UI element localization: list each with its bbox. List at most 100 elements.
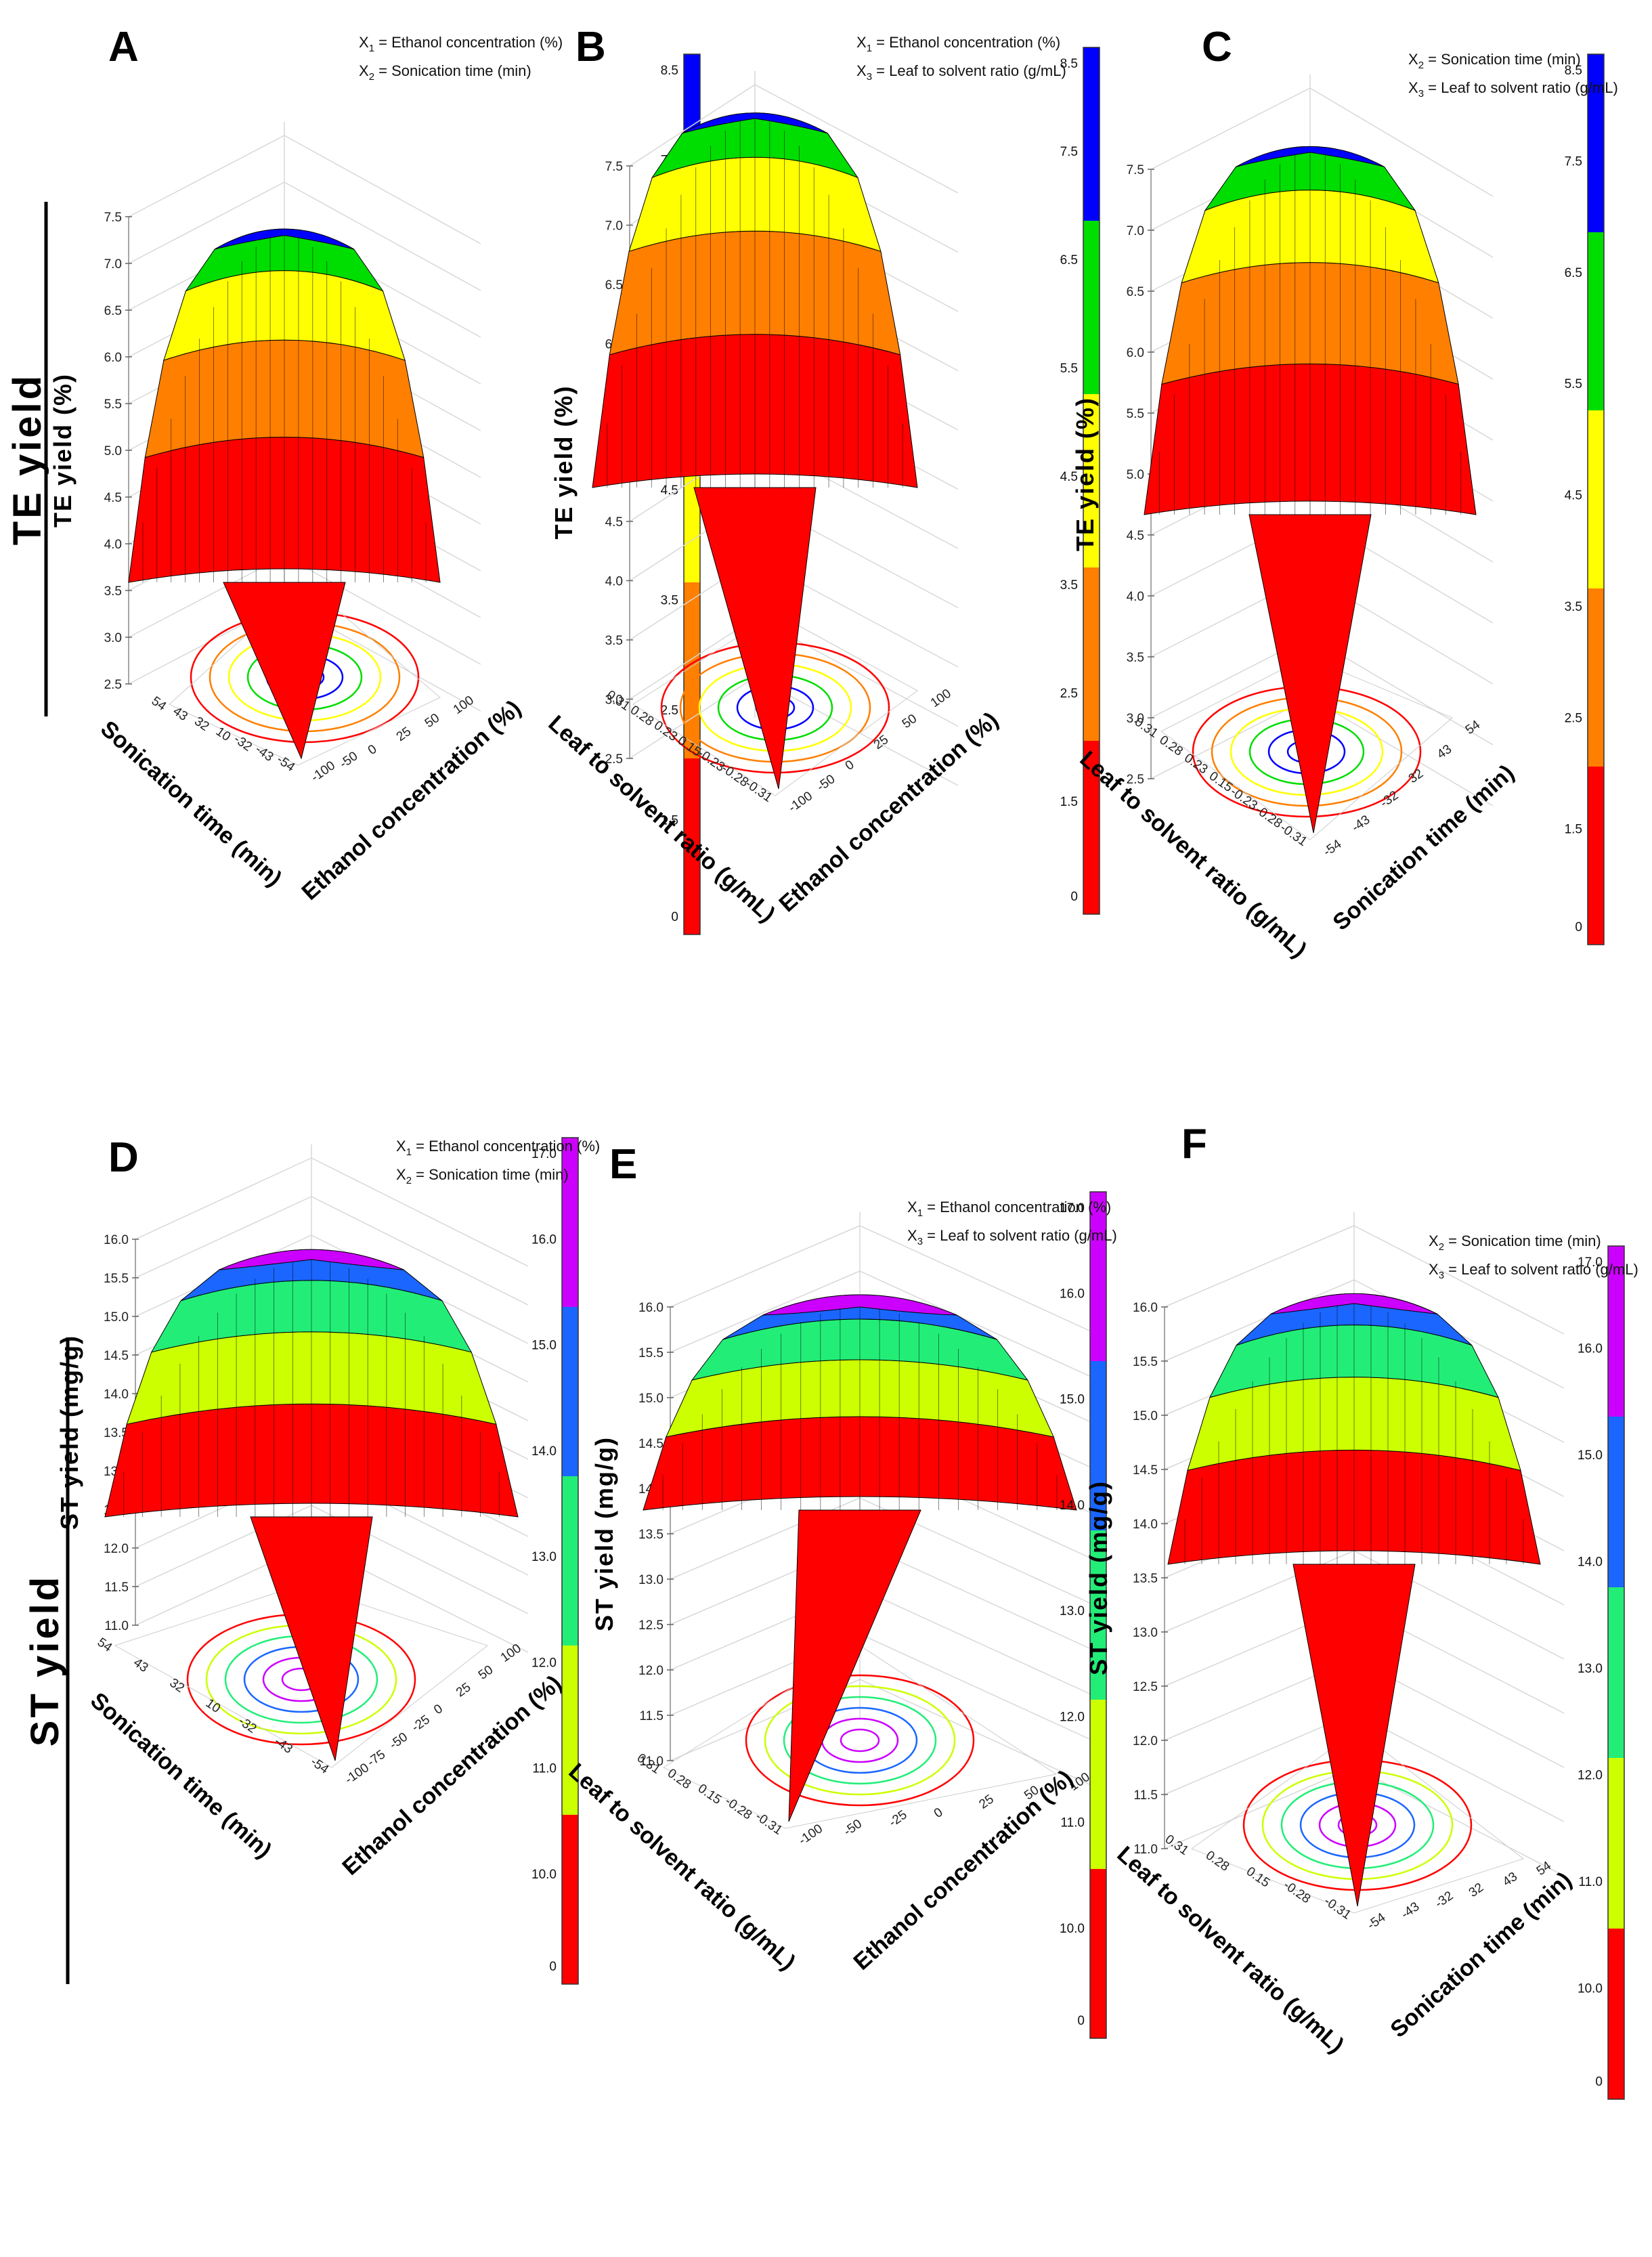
y-tick-label: 4.0 (1127, 590, 1144, 604)
y-tick-label: 15.0 (1133, 1409, 1158, 1423)
legend-entry: X2 = Sonication time (min) (359, 62, 531, 83)
z-tick-label: 32 (192, 714, 211, 734)
y-tick-label: 13.5 (1133, 1572, 1158, 1586)
z-tick-label: -0.31 (1278, 821, 1310, 849)
x-tick-label: 25 (394, 725, 414, 744)
colorbar-segment (1608, 1587, 1624, 1758)
colorbar-tick-label: 0 (1595, 2075, 1603, 2089)
colorbar-tick-label: 11.0 (532, 1762, 557, 1776)
y-tick-label: 4.0 (605, 575, 623, 589)
panel-label: B (575, 24, 606, 70)
floor-plane (1190, 1729, 1525, 1914)
x-axis-title: Ethanol concentration (%) (848, 1765, 1077, 1975)
y-tick-label: 5.0 (104, 444, 122, 458)
colorbar-tick-label: 3.5 (1565, 600, 1582, 614)
y-tick-label: 6.0 (104, 351, 122, 365)
colorbar-tick-label: 7.5 (1565, 154, 1582, 169)
colorbar-tick-label: 0 (1077, 2014, 1085, 2028)
colorbar-segment (1608, 1246, 1624, 1417)
y-tick-label: 11.5 (104, 1581, 129, 1595)
row-title-st: ST yield (23, 1574, 67, 1746)
variable-legend: X2 = Sonication time (min) X3 = Leaf to s… (1429, 1232, 1638, 1281)
x-tick-label: 0 (932, 1805, 946, 1821)
x-tick-label: 32 (1406, 767, 1426, 786)
x-axis-title: Ethanol concentration (%) (297, 695, 525, 905)
colorbar-segment (1090, 1192, 1106, 1361)
colorbar-segment (1083, 741, 1100, 914)
colorbar-segment (1588, 232, 1604, 410)
x-axis-title: Sonication time (min) (1328, 760, 1519, 936)
x-tick-label: 25 (976, 1792, 996, 1811)
z-tick-label: 10 (213, 725, 233, 744)
x-tick-label: 25 (454, 1680, 473, 1700)
y-tick-label: 16.0 (638, 1301, 664, 1315)
z-tick-label: 54 (95, 1635, 115, 1656)
x-tick-label: -50 (387, 1730, 411, 1753)
y-tick-label: 12.0 (638, 1664, 664, 1678)
y-tick-label: 14.5 (638, 1437, 664, 1451)
colorbar-tick-label: 11.0 (1060, 1816, 1085, 1830)
colorbar-tick-label: 1.5 (661, 814, 678, 828)
colorbar-segment (1588, 410, 1604, 588)
colorbar-segment (562, 1815, 578, 1984)
z-tick-label: 43 (131, 1656, 150, 1675)
x-tick-label: -54 (1321, 837, 1345, 859)
y-tick-label: 12.0 (1133, 1734, 1158, 1748)
colorbar-segment (1090, 1869, 1106, 2038)
surface-band (682, 112, 828, 134)
colorbar-tick-label: 13.0 (1578, 1662, 1603, 1676)
legend-entry: X1 = Ethanol concentration (%) (359, 34, 563, 54)
variable-legend: X2 = Sonication time (min) X3 = Leaf to s… (1408, 51, 1618, 100)
y-tick-label: 13.5 (104, 1426, 129, 1440)
x-tick-label: 50 (900, 712, 919, 731)
colorbar-tick-label: 3.5 (1060, 578, 1078, 593)
z-tick-label: 0.15 (1244, 1864, 1272, 1890)
colorbar-tick-label: 14.0 (1578, 1555, 1603, 1570)
y-tick-label: 11.5 (1133, 1788, 1158, 1803)
colorbar-tick-label: 0 (671, 910, 678, 924)
colorbar-tick-label: 15.0 (1578, 1448, 1603, 1463)
x-tick-label: -75 (365, 1747, 389, 1769)
x-tick-label: -100 (786, 789, 815, 815)
y-tick-label: 4.0 (104, 538, 122, 552)
response-surface (1167, 1293, 1541, 1907)
y-tick-label: 15.5 (104, 1272, 129, 1286)
colorbar-tick-label: 4.5 (661, 483, 678, 498)
surface-front-spike (788, 1509, 921, 1822)
colorbar-tick-label: 6.5 (1060, 253, 1078, 267)
colorbar-tick-label: 14.0 (1060, 1499, 1085, 1513)
colorbar-tick-label: 8.5 (1060, 57, 1078, 71)
y-tick-label: 11.0 (104, 1619, 129, 1633)
colorbar-segment (1090, 1530, 1106, 1700)
x-tick-label: -25 (409, 1713, 433, 1735)
colorbar-tick-label: 2.5 (661, 704, 678, 718)
colorbar-segment (562, 1307, 578, 1476)
x-tick-label: 43 (1435, 742, 1454, 762)
y-tick-label: 12.0 (104, 1542, 129, 1556)
y-axis-title: ST yield (mg/g) (590, 1436, 618, 1631)
z-axis-title: Sonication time (min) (95, 716, 286, 892)
colorbar-tick-label: 3.5 (661, 594, 678, 608)
colorbar-tick-label: 15.0 (531, 1339, 557, 1353)
floor-plane (632, 612, 918, 796)
y-tick-label: 3.0 (1127, 712, 1144, 726)
y-tick-label: 7.5 (605, 160, 623, 174)
colorbar-tick-label: 16.0 (531, 1232, 557, 1247)
colorbar-tick-label: 8.5 (1565, 64, 1582, 78)
y-axis-title: TE yield (%) (1071, 397, 1099, 551)
z-tick-label: -0.31 (1322, 1894, 1354, 1922)
x-tick-label: -43 (1399, 1899, 1422, 1922)
z-tick-label: 0.23 (1181, 751, 1210, 777)
colorbar-tick-label: 4.5 (1565, 489, 1582, 503)
x-tick-label: -100 (343, 1761, 372, 1787)
colorbar-segment (1588, 767, 1604, 945)
y-tick-label: 16.0 (1133, 1301, 1158, 1315)
colorbar-segment (562, 1138, 578, 1307)
x-tick-label: -100 (309, 758, 338, 785)
legend-entry: X1 = Ethanol concentration (%) (396, 1138, 600, 1158)
y-tick-label: 6.0 (1127, 346, 1144, 360)
y-tick-label: 15.5 (638, 1346, 664, 1360)
legend-entry: X1 = Ethanol concentration (%) (907, 1199, 1111, 1219)
surface-band (219, 1249, 404, 1270)
colorbar-tick-label: 16.0 (1578, 1342, 1603, 1356)
